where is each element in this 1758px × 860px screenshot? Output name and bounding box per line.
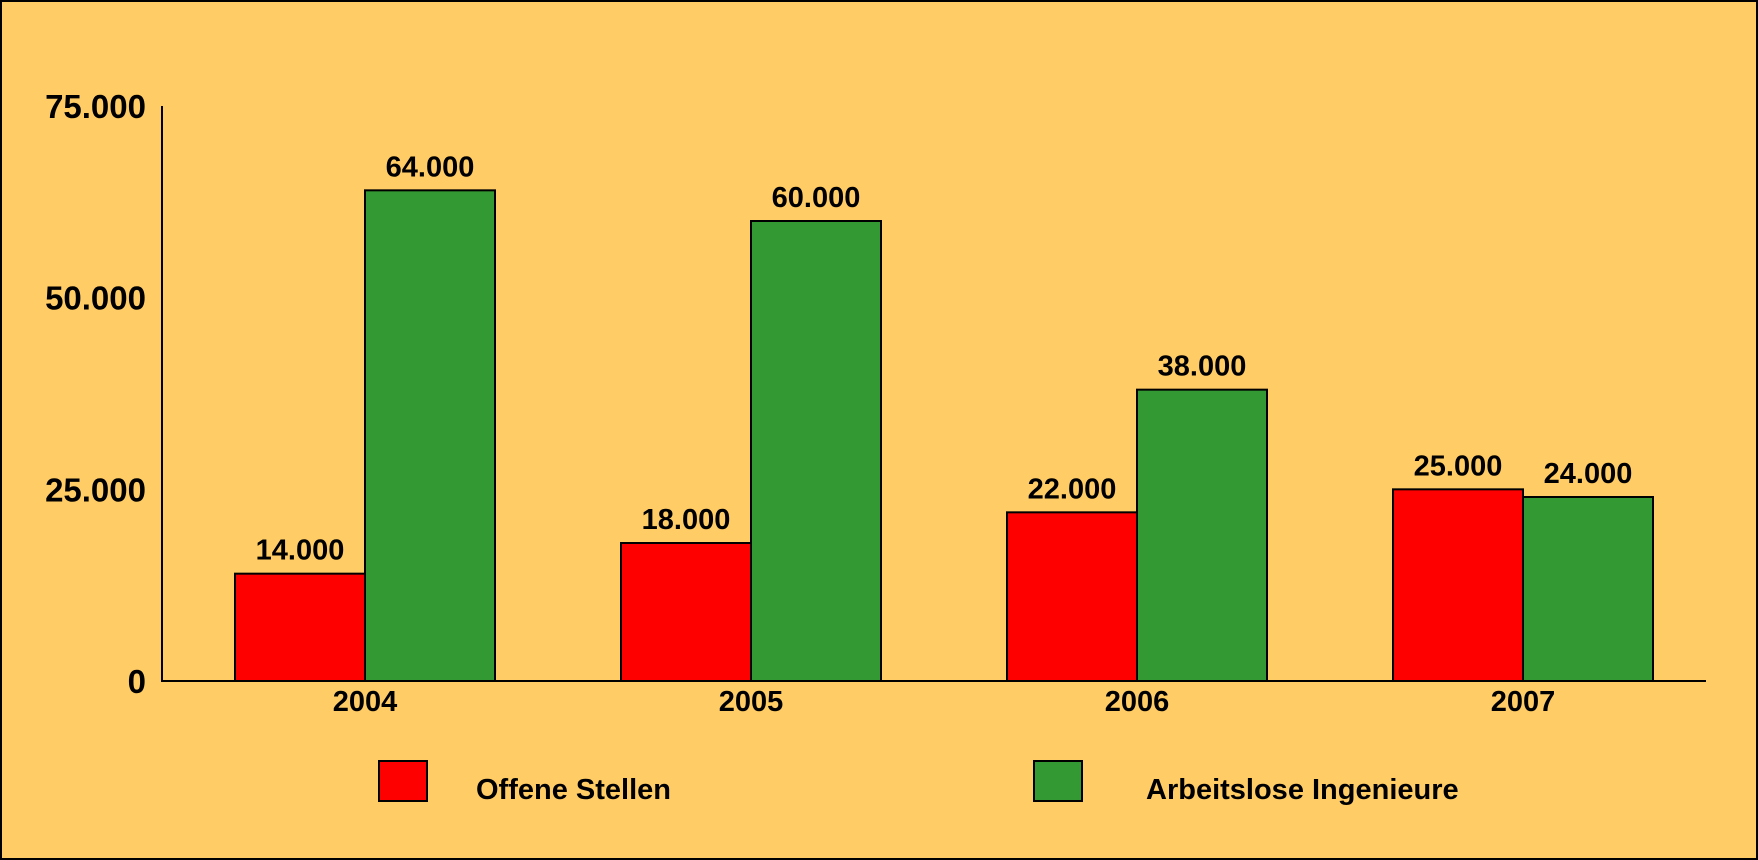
bar-2006-series-1: [1006, 511, 1138, 682]
y-axis-ticks: 0 25.000 50.000 75.000: [45, 88, 146, 700]
x-tick-label: 2005: [719, 686, 784, 718]
bar-2005-series-2: [750, 220, 882, 682]
bar-2007-series-1: [1392, 488, 1524, 683]
bar-2006-series-2: [1136, 388, 1268, 682]
legend-label: Arbeitslose Ingenieure: [1146, 774, 1459, 806]
data-label: 64.000: [386, 151, 475, 183]
bar-2004-series-1: [234, 572, 366, 683]
x-tick-label: 2006: [1105, 686, 1170, 718]
x-tick-label: 2007: [1491, 686, 1556, 718]
data-label: 14.000: [256, 535, 345, 567]
x-tick-label: 2004: [333, 686, 398, 718]
data-label: 60.000: [772, 182, 861, 214]
bars: 14.000 64.000 18.000 60.000 22.000 38.000 25.0…: [234, 151, 1654, 683]
data-label: 38.000: [1158, 351, 1247, 383]
y-tick-label: 0: [128, 663, 146, 700]
y-tick-label: 75.000: [45, 88, 146, 125]
data-label: 24.000: [1544, 458, 1633, 490]
legend-swatch: [1033, 760, 1083, 802]
x-axis-ticks: 2004 2005 2006 2007: [333, 686, 1556, 718]
y-tick-label: 50.000: [45, 280, 146, 317]
bar-2007-series-2: [1522, 496, 1654, 682]
data-label: 25.000: [1414, 450, 1503, 482]
legend-label: Offene Stellen: [476, 774, 671, 806]
bar-2005-series-1: [620, 542, 752, 682]
bar-2004-series-2: [364, 189, 496, 682]
y-tick-label: 25.000: [45, 471, 146, 508]
data-label: 22.000: [1028, 473, 1117, 505]
legend: Offene Stellen Arbeitslose Ingenieure: [378, 760, 1459, 806]
data-label: 18.000: [642, 504, 731, 536]
legend-swatch: [378, 760, 428, 802]
